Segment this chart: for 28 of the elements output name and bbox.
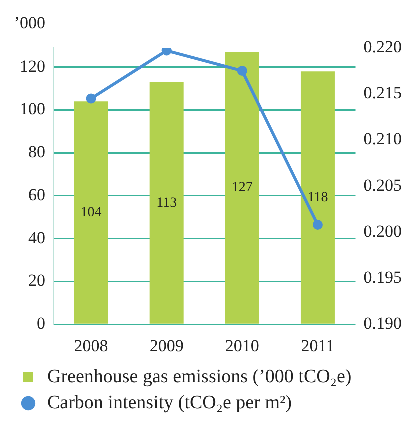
y2-tick-label: 0.200 xyxy=(364,222,402,241)
point xyxy=(86,94,96,104)
x-tick-label: 2011 xyxy=(301,336,335,356)
x-tick-label: 2009 xyxy=(150,336,184,356)
y-tick-label: 120 xyxy=(20,56,46,76)
y2-tick-label: 0.195 xyxy=(364,268,402,287)
y2-tick-label: 0.190 xyxy=(364,314,402,334)
y2-tick-label: 0.220 xyxy=(364,37,402,56)
y-tick-label: 0 xyxy=(37,314,46,334)
legend-label: Greenhouse gas emissions (’000 tCO₂e) xyxy=(48,366,352,388)
y2-tick-label: 0.215 xyxy=(364,84,402,103)
data-label: 104 xyxy=(80,205,102,220)
legend-label: Carbon intensity (tCO₂e per m²) xyxy=(48,392,292,414)
y-tick-label: 40 xyxy=(28,228,46,248)
data-label: 127 xyxy=(232,180,253,196)
y-tick-label: 60 xyxy=(28,185,46,204)
y-tick-label: 20 xyxy=(28,271,46,290)
x-tick-label: 2010 xyxy=(225,336,260,356)
y-axis-title: ’000 xyxy=(14,13,46,32)
y-tick-label: 80 xyxy=(28,142,46,162)
point xyxy=(312,220,323,230)
point xyxy=(237,66,248,76)
y2-tick-label: 0.210 xyxy=(364,130,402,149)
data-label: 118 xyxy=(308,190,328,206)
y-tick-label: 100 xyxy=(20,100,46,119)
data-label: 113 xyxy=(156,196,178,211)
y2-tick-label: 0.205 xyxy=(364,176,402,195)
x-tick-label: 2008 xyxy=(74,336,108,356)
